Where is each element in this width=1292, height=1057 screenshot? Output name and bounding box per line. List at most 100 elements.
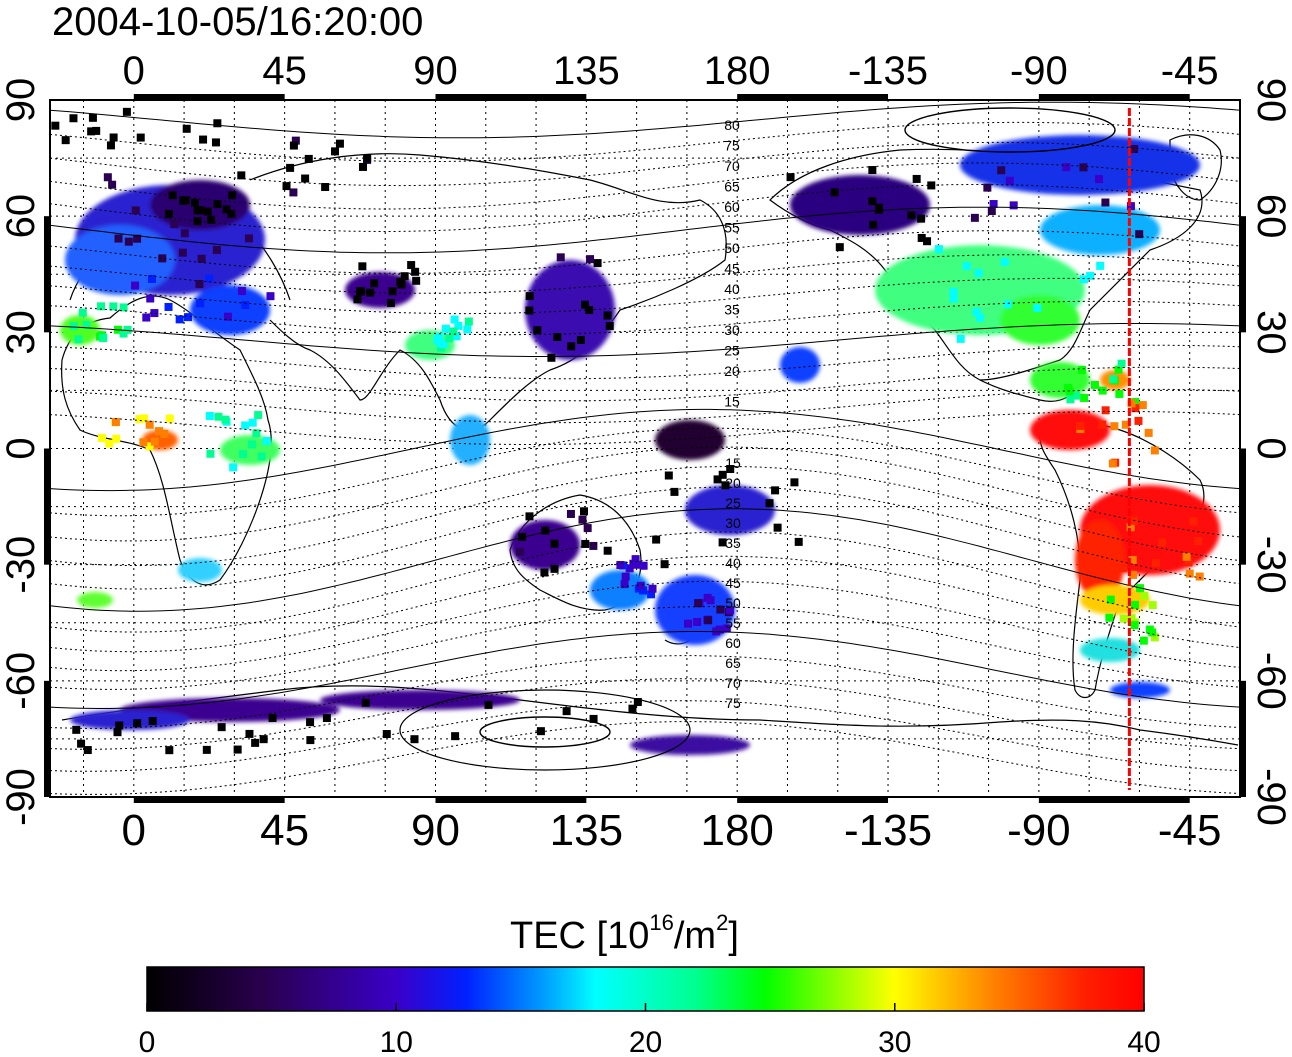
colorbar-tick-label: 0 xyxy=(139,1026,156,1057)
tec-pixel xyxy=(170,220,179,229)
colorbar-tick-label: 30 xyxy=(878,1026,911,1057)
tec-pixel xyxy=(923,237,932,246)
tec-pixel xyxy=(248,418,257,427)
tec-pixel xyxy=(970,213,979,222)
tec-pixel xyxy=(464,317,473,326)
tec-pixel xyxy=(830,188,839,197)
tec-pixel xyxy=(1109,374,1118,383)
colorbar-tick-label: 40 xyxy=(1127,1026,1160,1057)
tec-pixel xyxy=(266,292,275,301)
tec-pixel xyxy=(516,547,525,556)
tec-pixel xyxy=(553,332,562,341)
top-axis: 0 45 90 135 180 -135 -90 -45 xyxy=(123,49,1219,93)
tec-pixel xyxy=(786,173,795,182)
tec-pixel xyxy=(217,723,226,732)
tec-pixel xyxy=(1110,422,1119,431)
tec-pixel xyxy=(1185,569,1194,578)
tec-pixel xyxy=(1139,636,1148,645)
tec-pixel xyxy=(562,707,571,716)
tec-pixel xyxy=(989,200,998,209)
tec-pixel xyxy=(628,704,637,713)
right-tick-label: 60 xyxy=(1249,194,1292,239)
tec-pixel xyxy=(639,586,648,595)
tec-pixel xyxy=(1071,391,1080,400)
tec-pixel xyxy=(1098,420,1107,429)
tec-pixel xyxy=(131,281,140,290)
tec-pixel xyxy=(1108,459,1117,468)
tec-pixel xyxy=(180,229,189,238)
left-tick-label: -60 xyxy=(0,652,43,710)
tec-pixel xyxy=(1118,562,1127,571)
tec-pixel xyxy=(1076,421,1085,430)
tec-pixel xyxy=(713,475,722,484)
tec-pixel xyxy=(88,113,97,122)
tec-pixel xyxy=(962,262,971,271)
tec-pixel xyxy=(87,127,96,136)
tec-pixel xyxy=(605,321,614,330)
tec-pixel xyxy=(410,735,419,744)
contour-south-pole-outer xyxy=(399,689,691,771)
tec-pixel xyxy=(956,334,965,343)
tec-pixel xyxy=(1114,365,1123,374)
tec-pixel xyxy=(206,449,215,458)
contour-label-north: 15 xyxy=(724,394,740,410)
tec-pixel xyxy=(1119,614,1128,623)
tec-pixel xyxy=(631,555,640,564)
tec-pixel xyxy=(463,325,472,334)
tec-pixel xyxy=(241,301,250,310)
tec-pixel xyxy=(193,217,202,226)
tec-pixel xyxy=(168,191,177,200)
tec-pixel xyxy=(450,315,459,324)
tec-pixel xyxy=(257,452,266,461)
top-tick-label: -90 xyxy=(1010,49,1068,93)
tec-pixel xyxy=(370,279,379,288)
left-tick-label: -90 xyxy=(0,768,43,826)
bottom-tick-label: 45 xyxy=(260,806,309,855)
contour-label-north: 65 xyxy=(724,179,740,195)
bottom-tick-label: 180 xyxy=(700,806,773,855)
tec-pixel xyxy=(452,332,461,341)
tec-pixel xyxy=(1152,559,1161,568)
tec-pixel xyxy=(835,243,844,252)
tec-pixel xyxy=(1189,517,1198,526)
frame-tick-bars xyxy=(44,94,1246,803)
tec-pixel xyxy=(907,211,916,220)
tec-pixel xyxy=(289,188,298,197)
tec-pixel xyxy=(1105,613,1114,622)
contour-label-south: 25 xyxy=(725,495,741,511)
contour-label-north: 45 xyxy=(724,261,740,277)
tec-pixel xyxy=(289,141,298,150)
tec-pixel xyxy=(133,234,142,243)
tec-pixel xyxy=(1094,175,1103,184)
tec-pixel xyxy=(449,327,458,336)
contour-label-south: 30 xyxy=(725,515,741,531)
tec-pixel xyxy=(175,315,184,324)
bottom-tick-label: -135 xyxy=(844,806,932,855)
tec-pixel xyxy=(1101,406,1110,415)
tec-pixel xyxy=(1009,201,1018,210)
tec-pixel xyxy=(237,287,246,296)
tec-pixel xyxy=(684,619,693,628)
tec-pixel xyxy=(335,139,344,148)
tec-pixel xyxy=(1148,628,1157,637)
tec-pixel xyxy=(69,114,78,123)
colorbar: TEC [1016/m2] 0 10 20 30 40 xyxy=(139,910,1161,1057)
tec-pixel xyxy=(115,721,124,730)
colorbar-label: TEC [1016/m2] xyxy=(510,910,739,957)
right-tick-label: 0 xyxy=(1249,437,1292,459)
tec-pixel xyxy=(77,739,86,748)
contour-label-north: 60 xyxy=(724,199,740,215)
tec-pixel xyxy=(1150,446,1159,455)
tec-pixel xyxy=(1033,304,1042,313)
bottom-tick-label: 90 xyxy=(411,806,460,855)
tec-pixel xyxy=(536,727,545,736)
tec-pixel xyxy=(576,335,585,344)
tec-pixel xyxy=(97,433,106,442)
tec-pixel xyxy=(239,450,248,459)
tec-pixel xyxy=(207,215,216,224)
tec-pixel xyxy=(1138,401,1147,410)
top-tick-label: -135 xyxy=(848,49,928,93)
colorbar-ticks: 0 10 20 30 40 xyxy=(139,1003,1161,1057)
tec-pixel xyxy=(1195,572,1204,581)
tec-pixel xyxy=(148,717,157,726)
